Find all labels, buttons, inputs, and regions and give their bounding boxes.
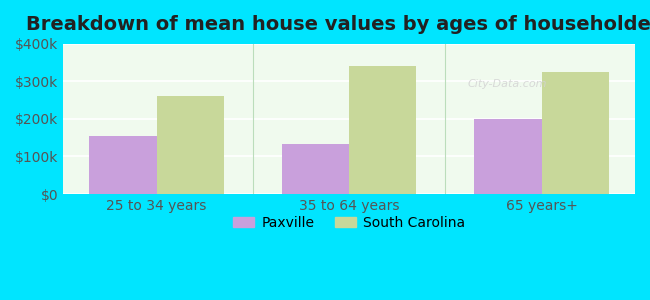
Bar (349, 66, 417, 194)
Bar (89, 136, 157, 194)
Legend: Paxville, South Carolina: Paxville, South Carolina (227, 210, 471, 235)
Bar (474, 119, 541, 194)
Bar (541, 72, 609, 194)
Title: Breakdown of mean house values by ages of householders: Breakdown of mean house values by ages o… (26, 15, 650, 34)
Bar (157, 96, 224, 194)
Bar (281, 145, 349, 194)
Text: City-Data.com: City-Data.com (467, 79, 547, 89)
